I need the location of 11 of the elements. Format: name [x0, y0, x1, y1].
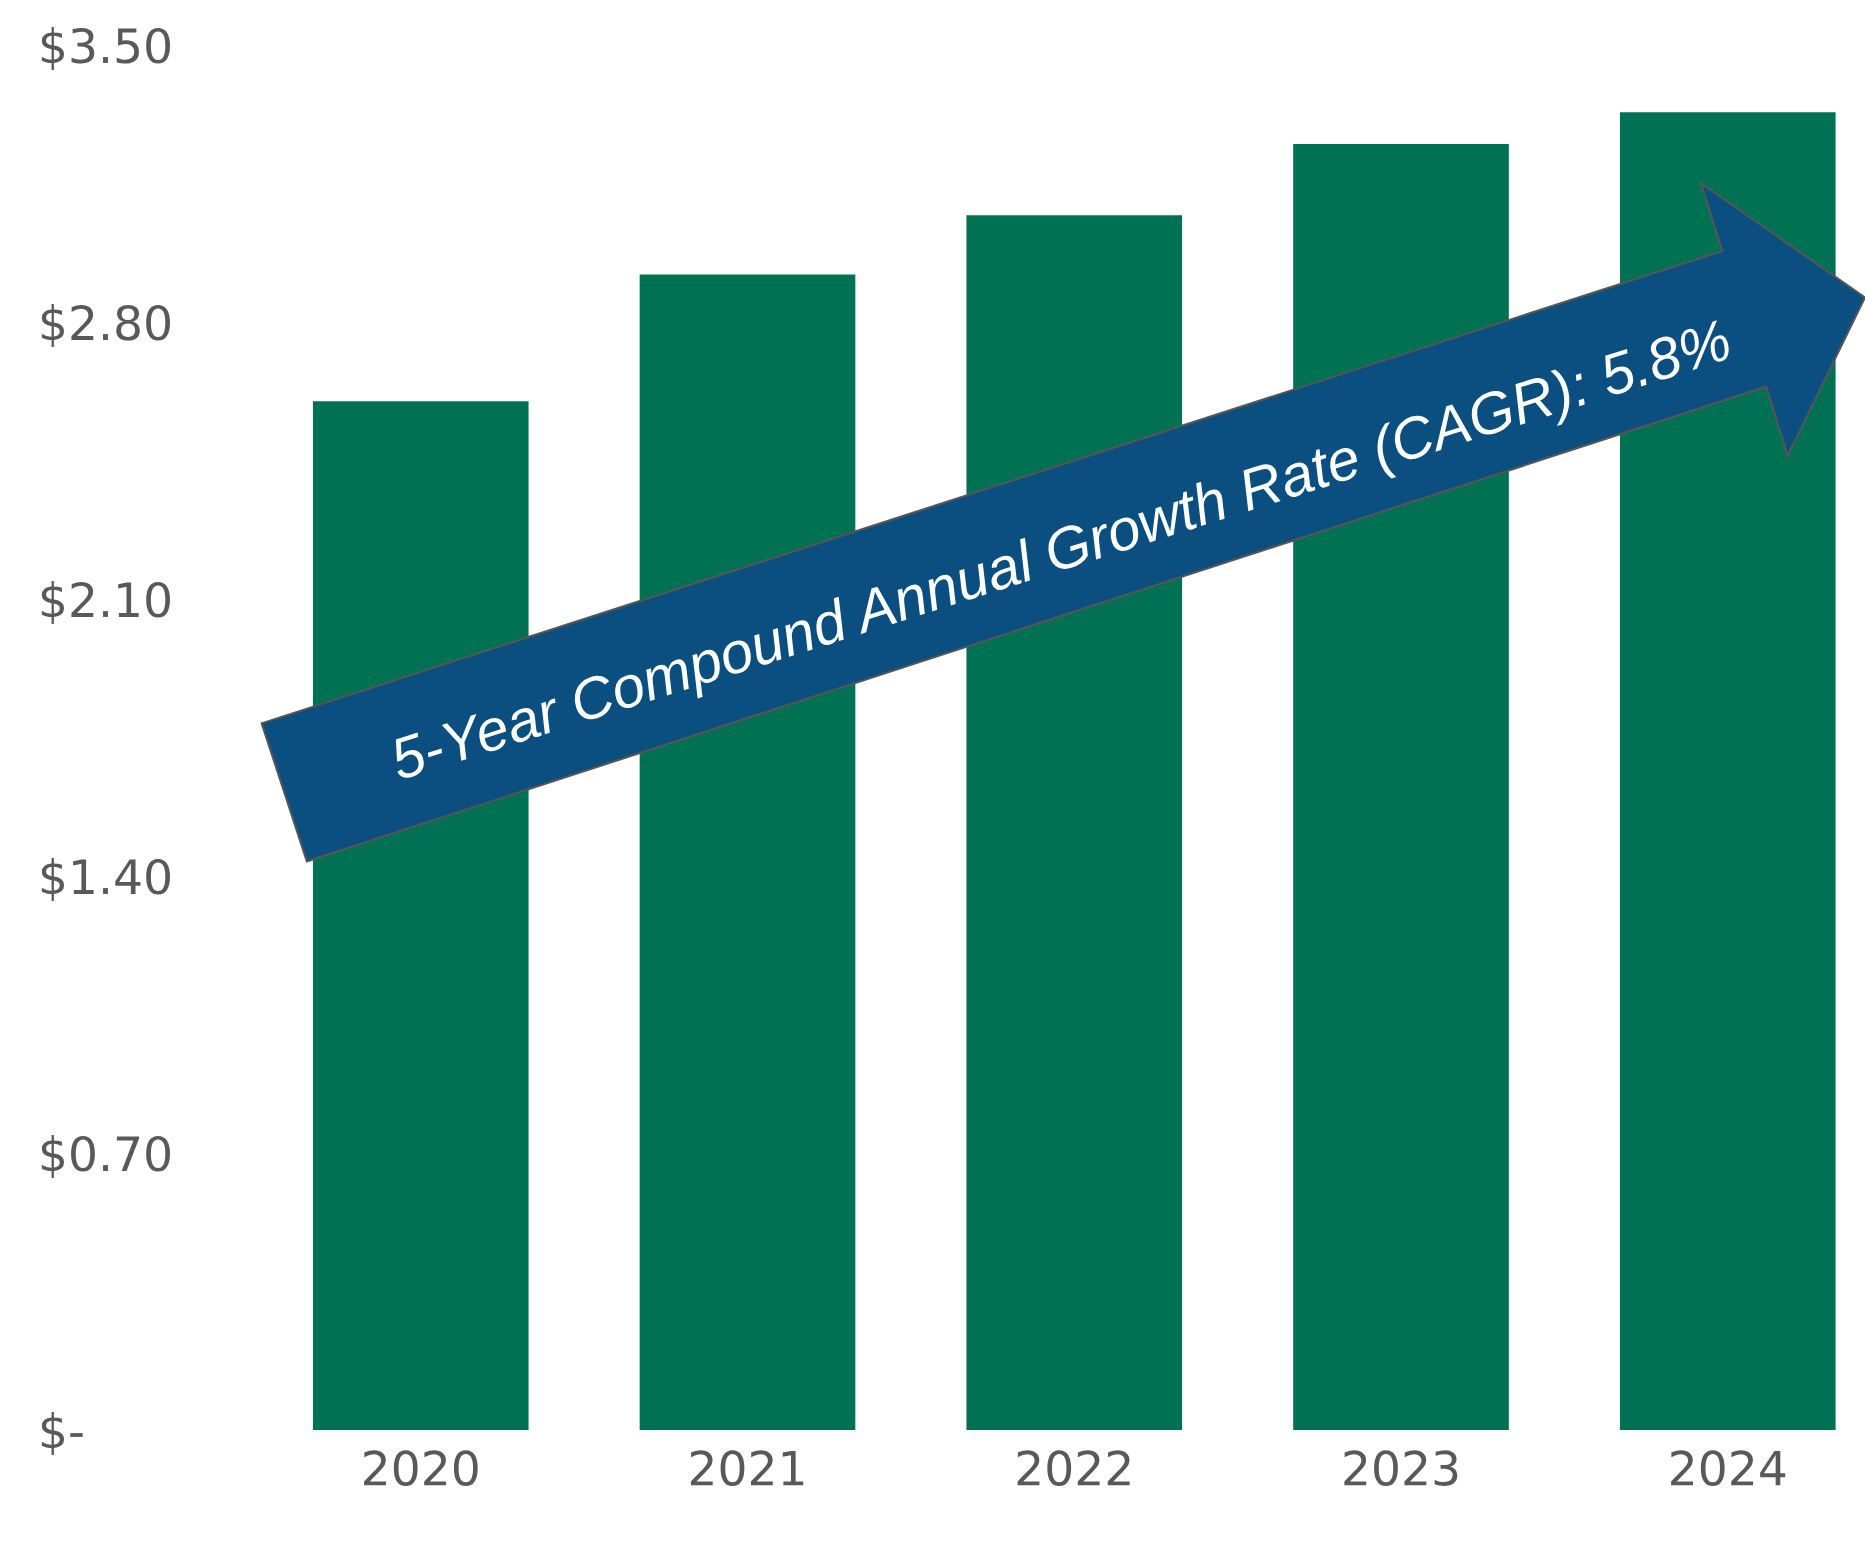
y-tick-label: $1.40 [41, 858, 170, 901]
x-tick-label: 2021 [690, 1450, 804, 1486]
x-tick-label: 2024 [1671, 1450, 1786, 1486]
y-tick-label: $0.70 [41, 1135, 170, 1178]
y-tick-label: $3.50 [41, 27, 170, 70]
y-tick-label: $2.10 [41, 581, 170, 624]
y-tick-label: $2.80 [41, 304, 170, 347]
x-tick-label: 2020 [364, 1450, 478, 1486]
y-tick-label: $- [41, 1412, 83, 1455]
x-tick-label: 2023 [1344, 1450, 1458, 1486]
x-tick-label: 2022 [1017, 1450, 1130, 1486]
